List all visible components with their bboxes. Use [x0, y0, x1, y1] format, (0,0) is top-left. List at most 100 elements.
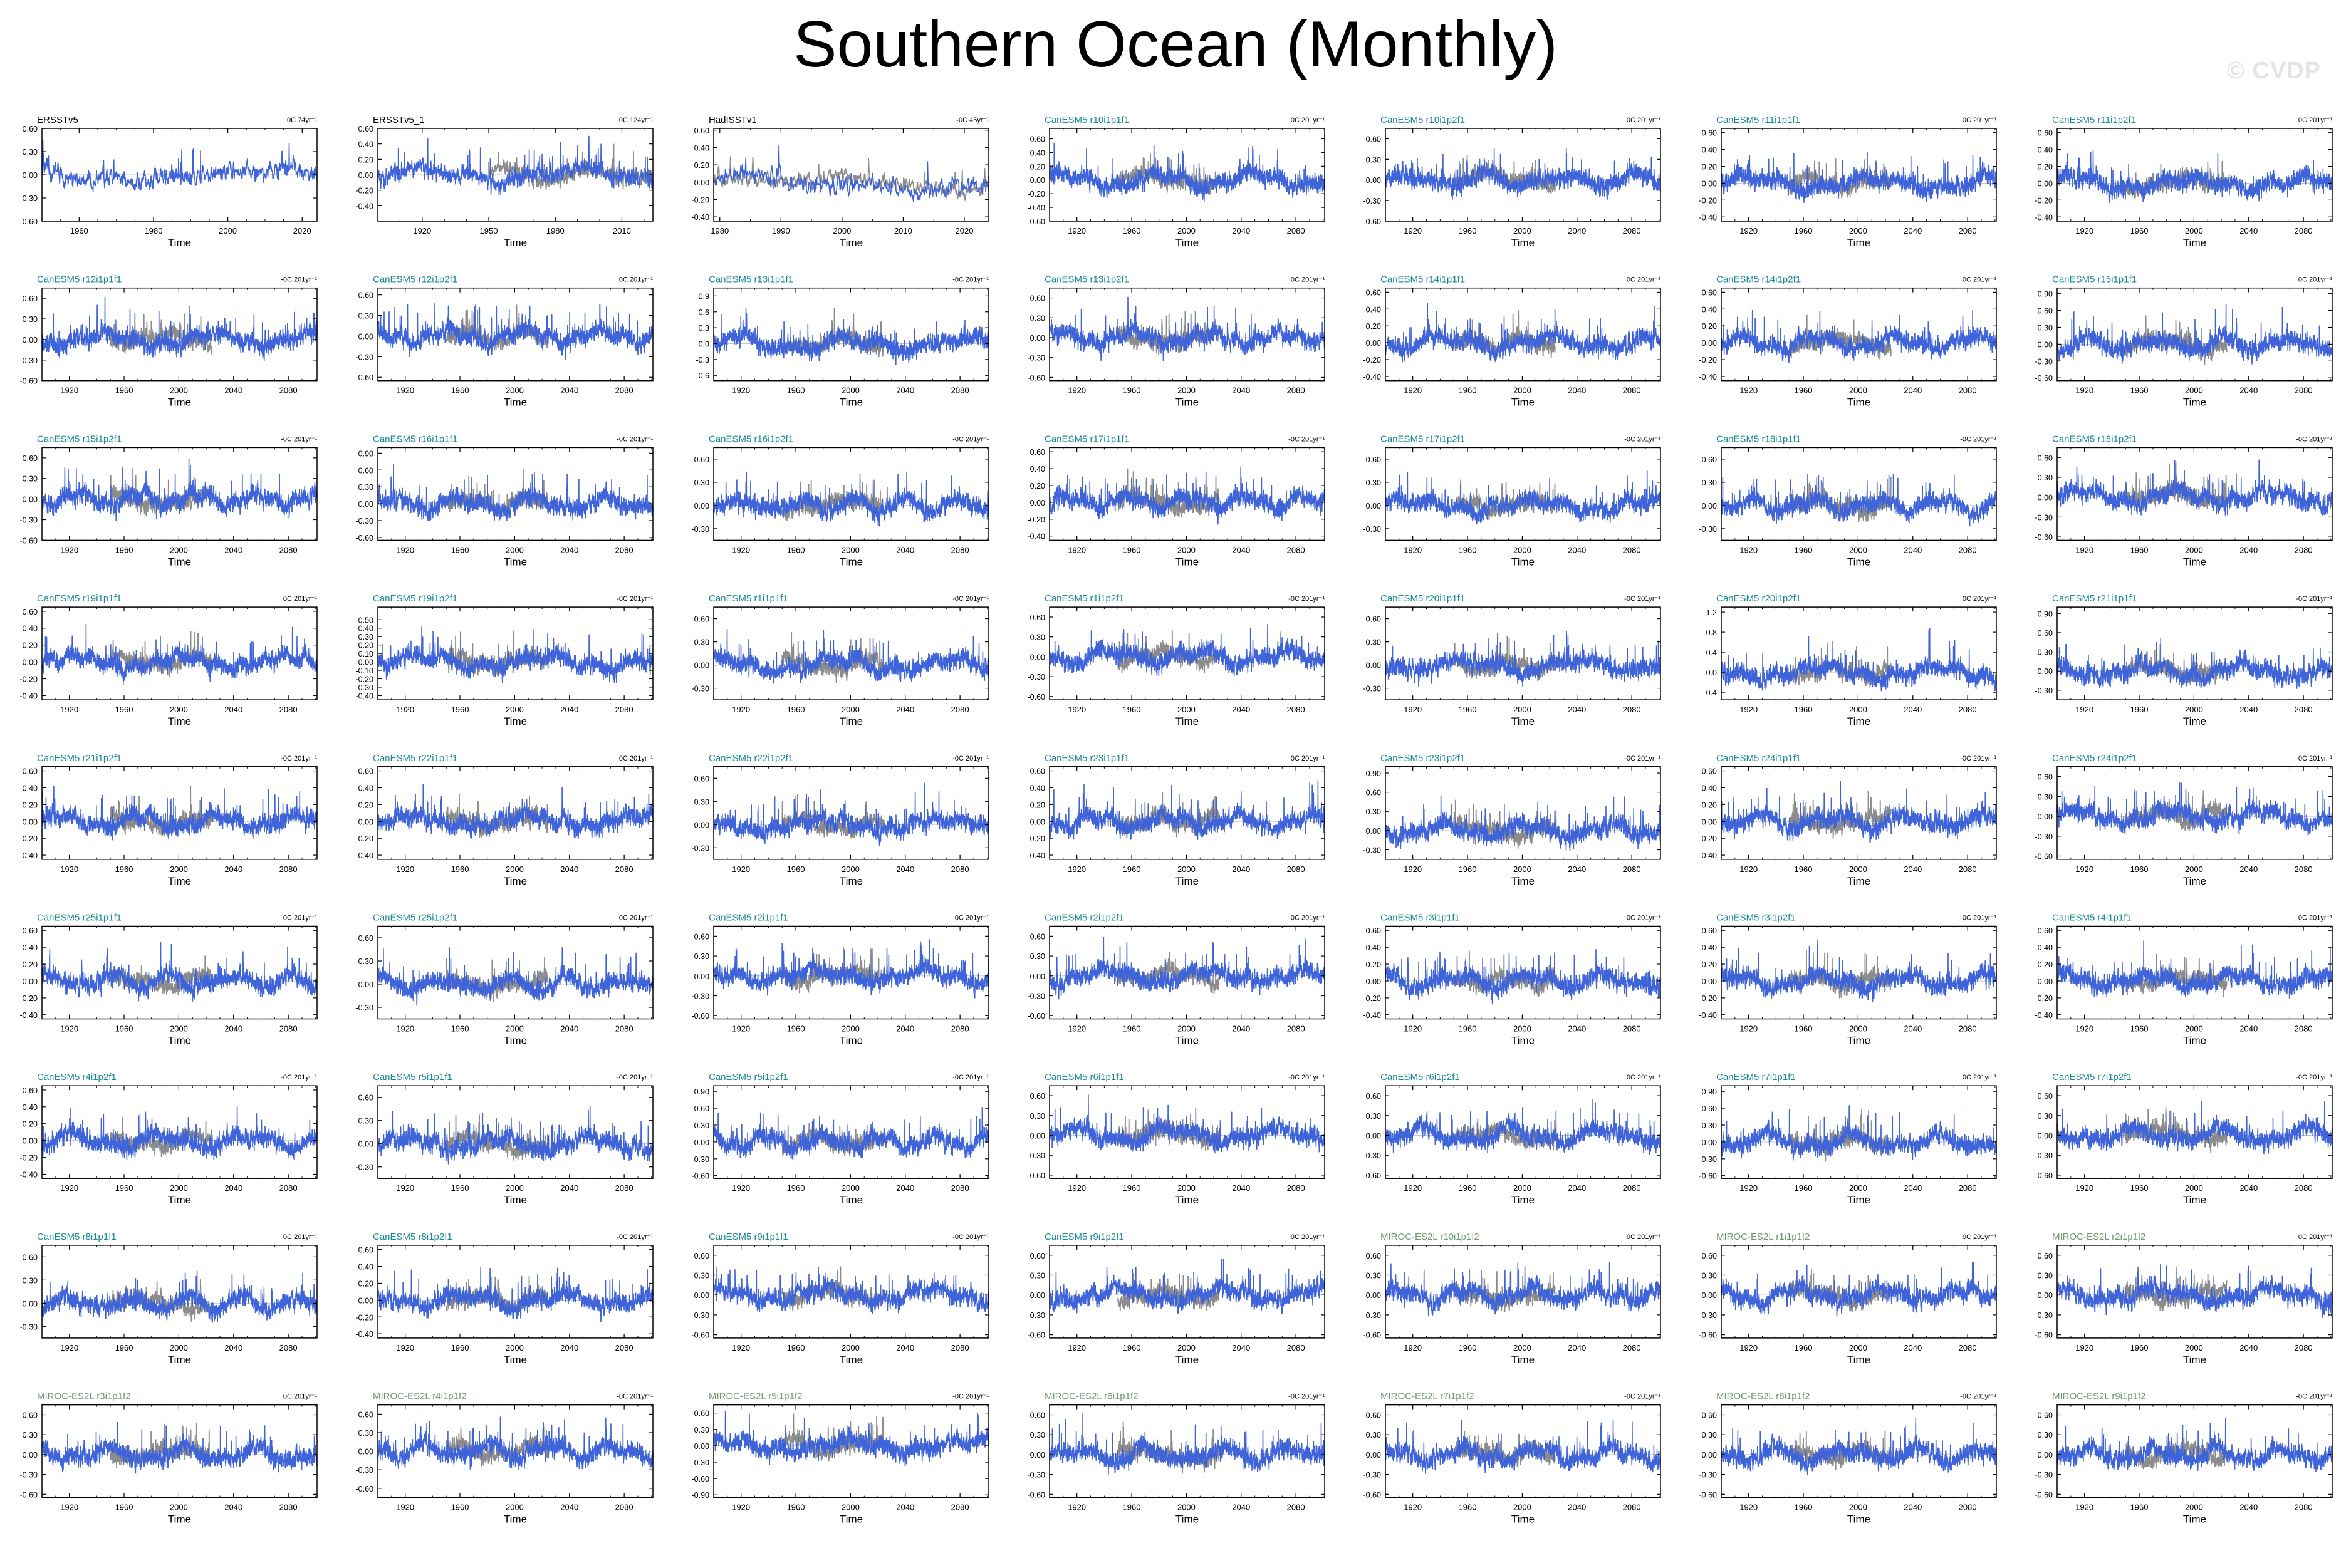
plot-frame	[2056, 766, 2333, 860]
x-tick-label: 2040	[2239, 386, 2258, 395]
y-tick-label: -0.40	[20, 851, 38, 860]
y-tick-label: 0.20	[1030, 801, 1045, 809]
y-tick-label: 0.60	[1366, 1092, 1381, 1101]
y-tick-label: 0.00	[694, 179, 709, 187]
y-tick-label: 0.50	[358, 616, 373, 625]
y-tick-label: 0.00	[1030, 818, 1045, 826]
x-tick-label: 2080	[1959, 1183, 1977, 1193]
y-tick-label: 0.20	[694, 161, 709, 170]
plot-frame	[1385, 925, 1661, 1020]
x-tick-label: 1920	[2075, 545, 2093, 554]
x-tick-label: 1960	[787, 864, 805, 874]
y-tick-label: -0.30	[692, 1155, 710, 1164]
x-tick-label: 2040	[2239, 1183, 2258, 1193]
panel-title: CanESM5 r21i1p2f1	[37, 753, 122, 764]
y-tick-label: 0.30	[23, 1276, 38, 1285]
y-tick-label: -0.10	[356, 667, 374, 675]
panel-title: CanESM5 r23i1p2f1	[1380, 753, 1465, 764]
y-tick-label: 0.60	[358, 125, 373, 133]
x-tick-label: 1920	[60, 705, 78, 714]
x-tick-label: 2000	[2185, 226, 2203, 236]
x-tick-label: 1920	[396, 1183, 414, 1193]
model-series-line	[1385, 949, 1661, 1005]
x-tick-label: 2040	[1904, 1343, 1922, 1353]
panel-title: CanESM5 r7i1p2f1	[2052, 1072, 2132, 1083]
y-tick-label: 0.00	[1702, 179, 1717, 188]
x-axis-label: Time	[840, 1194, 863, 1206]
y-tick-label: 1.2	[1706, 608, 1717, 617]
trend-label: 0C 201yr⁻¹	[283, 595, 317, 603]
model-series-line	[713, 782, 989, 846]
x-tick-label: 1920	[60, 864, 78, 874]
x-tick-label: 2000	[842, 864, 860, 874]
x-tick-label: 2040	[1904, 1503, 1922, 1512]
x-tick-label: 1960	[115, 545, 133, 554]
x-tick-label: 1920	[396, 705, 414, 714]
x-tick-label: 2080	[951, 1343, 969, 1353]
panel-5: CanESM5 r11i1p1f1 0C 201yr⁻¹ 0.60 0.40 0.20 0…	[1699, 115, 1997, 249]
x-tick-label: 2080	[1623, 545, 1641, 554]
panel-title: CanESM5 r16i1p1f1	[373, 434, 457, 444]
x-tick-label: 1920	[2075, 386, 2093, 395]
x-tick-label: 1960	[1795, 864, 1813, 874]
y-tick-label: 0.00	[1030, 334, 1045, 343]
x-tick-label: 2000	[833, 226, 851, 236]
x-tick-label: 2000	[1513, 864, 1531, 874]
obs-series-line	[1117, 792, 1220, 838]
y-tick-label: -0.60	[1363, 1490, 1382, 1499]
x-tick-label: 2040	[224, 1183, 242, 1193]
x-tick-label: 2080	[951, 545, 969, 554]
y-tick-label: 0.00	[1030, 1291, 1045, 1300]
y-tick-label: -0.60	[2035, 853, 2053, 861]
plot-frame	[2056, 925, 2333, 1020]
y-tick-label: 0.20	[1702, 801, 1717, 809]
model-series-line	[377, 947, 654, 1006]
panel-26: CanESM5 r20i1p2f1 0C 201yr⁻¹ 1.2 0.8 0.4 0.0 -…	[1703, 593, 1997, 727]
y-tick-label: 0.60	[1702, 767, 1717, 776]
y-tick-label: -0.20	[1363, 994, 1382, 1003]
y-tick-label: 0.30	[2038, 323, 2053, 332]
plot-frame	[1385, 287, 1661, 382]
y-tick-label: -0.30	[20, 356, 38, 365]
x-tick-label: 2000	[1513, 705, 1531, 714]
plot-frame	[1049, 1404, 1325, 1498]
x-tick-label: 2040	[896, 1503, 914, 1512]
y-tick-label: -0.30	[1363, 1471, 1382, 1480]
trend-label: -0C 201yr⁻¹	[2296, 915, 2332, 922]
y-tick-label: 0.30	[1702, 479, 1717, 487]
x-tick-label: 1960	[451, 545, 469, 554]
y-tick-label: -0.40	[1028, 851, 1046, 860]
trend-label: 0C 201yr⁻¹	[1963, 595, 1996, 603]
trend-label: -0C 201yr⁻¹	[2296, 595, 2332, 603]
y-tick-label: 0.40	[1702, 943, 1717, 952]
x-tick-label: 2080	[951, 705, 969, 714]
x-tick-label: 2040	[560, 705, 578, 714]
model-series-line	[2056, 1264, 2333, 1318]
x-tick-label: 2000	[1513, 1183, 1531, 1193]
y-tick-label: -0.20	[356, 1313, 374, 1322]
y-tick-label: 0.00	[1030, 499, 1045, 507]
panel-52: CanESM5 r9i1p2f1 0C 201yr⁻¹ 0.60 0.30 0.00 -0…	[1028, 1232, 1325, 1366]
panel-title: CanESM5 r20i1p1f1	[1380, 593, 1465, 604]
y-tick-label: -0.30	[692, 1458, 710, 1467]
trend-label: -0C 201yr⁻¹	[952, 595, 989, 603]
x-tick-label: 2000	[2185, 705, 2203, 714]
x-tick-label: 1920	[1739, 226, 1758, 236]
model-series-line	[1385, 1262, 1661, 1316]
panel-title: CanESM5 r6i1p2f1	[1380, 1072, 1460, 1083]
y-tick-label: 0.60	[1702, 129, 1717, 138]
panel-title: CanESM5 r22i1p2f1	[709, 753, 793, 764]
x-tick-label: 2040	[896, 545, 914, 554]
x-tick-label: 2080	[279, 545, 298, 554]
x-tick-label: 2000	[1849, 1024, 1867, 1034]
y-tick-label: 0.60	[2038, 927, 2053, 935]
x-tick-label: 1960	[2130, 705, 2149, 714]
x-tick-label: 2000	[506, 545, 524, 554]
y-tick-label: -0.40	[1363, 1011, 1382, 1020]
y-tick-label: -0.40	[2035, 1011, 2053, 1020]
y-tick-label: 0.40	[358, 140, 373, 149]
x-tick-label: 2040	[560, 386, 578, 395]
obs-series-line	[446, 1427, 548, 1467]
y-tick-label: 0.60	[23, 608, 38, 616]
x-tick-label: 1920	[1739, 1024, 1758, 1034]
